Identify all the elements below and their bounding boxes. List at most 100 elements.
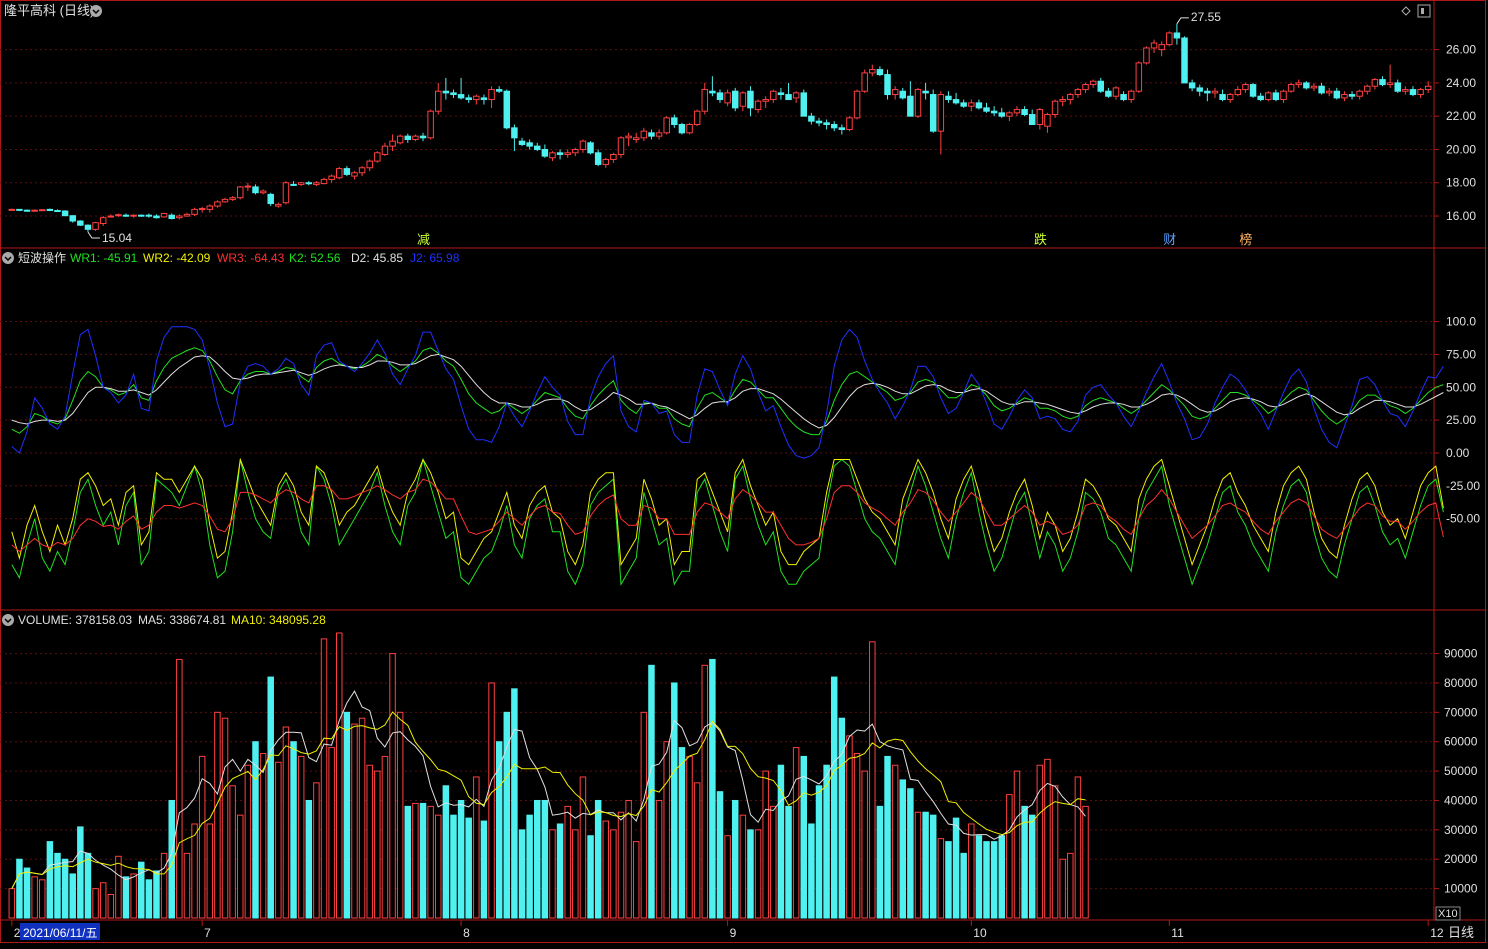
price-tick-label: 18.00 xyxy=(1446,176,1476,190)
candle-body xyxy=(884,74,891,96)
candle-body xyxy=(1295,82,1302,86)
panel-toggle-icon[interactable] xyxy=(1417,4,1431,18)
volume-bar xyxy=(960,852,967,919)
volume-bar xyxy=(937,838,945,919)
event-marker[interactable]: 跌 xyxy=(1034,232,1047,247)
candle-body xyxy=(305,182,313,185)
candle-body xyxy=(1074,89,1082,96)
volume-bar xyxy=(153,870,160,919)
volume-bar xyxy=(115,855,122,919)
candle-body xyxy=(770,90,777,101)
date-cursor-label: 2021/06/11/五 xyxy=(23,926,98,940)
chevron-down-icon[interactable] xyxy=(90,5,102,17)
candle-body xyxy=(138,214,145,217)
candle-body xyxy=(640,130,648,139)
volume-tick-label: 30000 xyxy=(1444,823,1478,837)
candle-body xyxy=(145,214,153,217)
volume-bar xyxy=(419,802,427,919)
volume-menu-icon[interactable] xyxy=(2,614,14,626)
candle-body xyxy=(754,100,762,111)
candle-body xyxy=(328,175,335,180)
price-tick-label: 16.00 xyxy=(1446,209,1476,223)
volume-bar xyxy=(31,876,38,919)
period-label[interactable]: 日线 xyxy=(1448,925,1474,940)
candle-body xyxy=(990,110,998,114)
candle-body xyxy=(313,182,320,185)
volume-bar xyxy=(412,802,419,919)
series-d2-line xyxy=(11,353,1444,429)
volume-bar xyxy=(282,726,290,919)
volume-bar xyxy=(632,841,640,919)
candle-body xyxy=(1371,79,1379,87)
volume-bar xyxy=(495,741,503,919)
ma5-line xyxy=(11,690,1086,889)
candle-body xyxy=(617,137,625,155)
indicator-name: 短波操作 xyxy=(18,250,66,265)
volume-bar xyxy=(39,879,46,919)
volume-bar xyxy=(518,829,526,919)
volume-bar xyxy=(191,823,198,919)
volume-bar xyxy=(785,805,792,919)
diamond-icon[interactable] xyxy=(1401,6,1411,16)
date-cursor-box[interactable] xyxy=(20,923,100,940)
candle-body xyxy=(1417,89,1424,96)
volume-bar xyxy=(663,741,670,919)
event-marker[interactable]: 财 xyxy=(1163,232,1176,247)
volume-bar xyxy=(945,841,952,919)
volume-bar xyxy=(572,829,579,919)
candle-body xyxy=(503,90,511,129)
candle-body xyxy=(1257,95,1264,101)
candle-body xyxy=(442,90,450,94)
price-tick-label: 24.00 xyxy=(1446,76,1476,90)
low-label: 15.04 xyxy=(102,231,132,245)
candle-body xyxy=(922,90,929,94)
candle-body xyxy=(237,186,244,199)
volume-legend-2: MA10: 348095.28 xyxy=(231,613,326,627)
candle-body xyxy=(846,117,853,130)
volume-bar xyxy=(678,747,686,919)
candle-body xyxy=(1402,89,1409,92)
candle-body xyxy=(1226,94,1234,101)
event-marker[interactable]: 榜 xyxy=(1239,232,1252,247)
candle-body xyxy=(404,135,412,140)
series-k2-line xyxy=(11,347,1444,436)
candle-body xyxy=(1067,94,1074,101)
volume-bar xyxy=(739,814,747,919)
candle-body xyxy=(1082,84,1089,91)
series-j2-line xyxy=(11,326,1444,459)
volume-bar xyxy=(762,770,769,919)
indicator-menu-glyph xyxy=(4,256,12,262)
candle-body xyxy=(412,135,419,140)
volume-bar xyxy=(823,764,830,919)
volume-bar xyxy=(237,814,244,919)
candle-body xyxy=(1325,90,1333,94)
candle-body xyxy=(1211,90,1219,94)
candle-body xyxy=(1196,87,1203,92)
candle-body xyxy=(168,214,175,220)
indicator-menu-icon[interactable] xyxy=(2,252,14,264)
candle-body xyxy=(374,152,381,162)
event-marker[interactable]: 减 xyxy=(417,232,430,247)
candle-body xyxy=(115,214,122,217)
candle-body xyxy=(891,89,899,96)
volume-bar xyxy=(252,741,259,919)
month-label: 10 xyxy=(973,926,987,940)
candle-body xyxy=(1219,94,1226,101)
volume-bar xyxy=(396,711,404,919)
candle-body xyxy=(252,186,259,194)
volume-bar xyxy=(61,858,69,919)
candle-body xyxy=(1234,89,1242,96)
candle-body xyxy=(587,142,594,154)
volume-bar xyxy=(533,799,541,919)
volume-bar xyxy=(747,829,754,919)
volume-bar xyxy=(983,841,990,919)
candle-body xyxy=(861,72,868,92)
volume-bar xyxy=(792,747,800,919)
volume-bar xyxy=(731,799,739,919)
candle-body xyxy=(473,95,480,101)
candle-body xyxy=(419,135,427,139)
candle-body xyxy=(625,135,632,139)
volume-tick-label: 50000 xyxy=(1444,764,1478,778)
volume-bar xyxy=(46,841,54,919)
